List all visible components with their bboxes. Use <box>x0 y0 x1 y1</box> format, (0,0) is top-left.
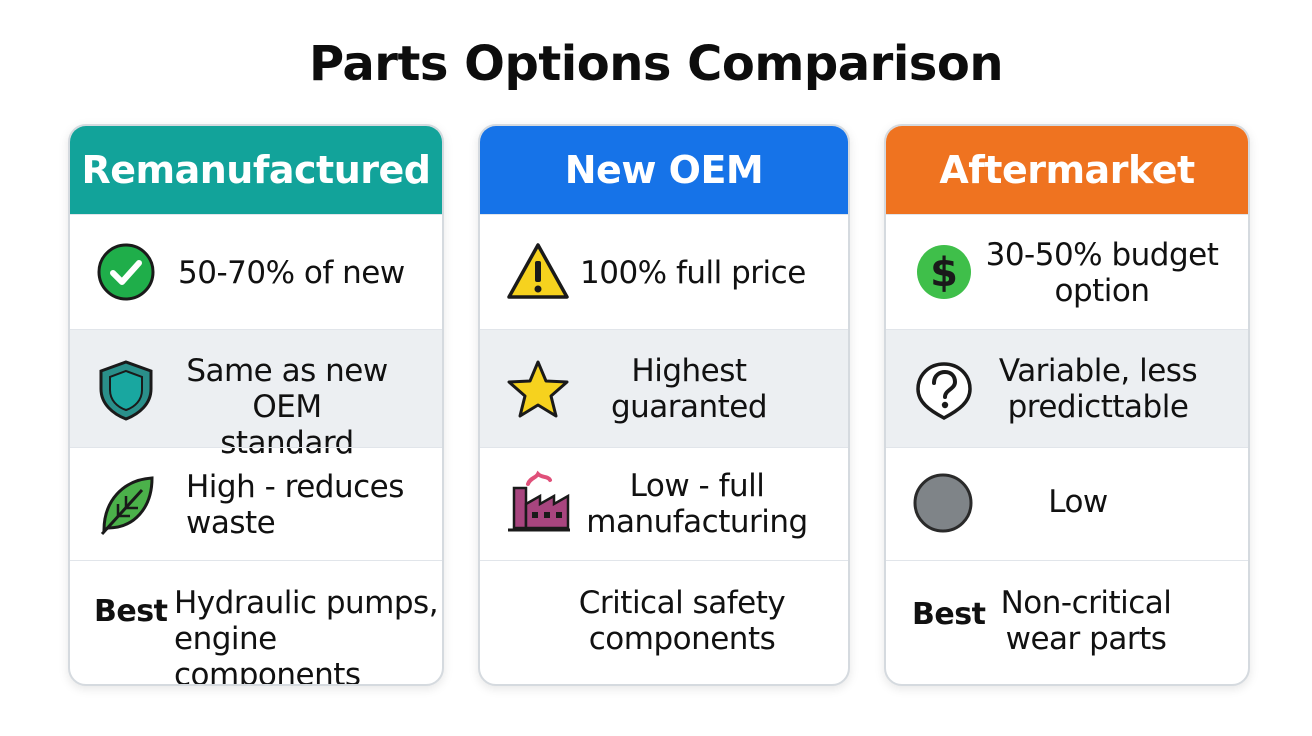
quality-text-line-2: guaranted <box>610 389 768 425</box>
best-use-text-line-1: Hydraulic pumps, <box>174 585 439 621</box>
best-use-text-line-2: engine components <box>174 621 361 686</box>
row-best-use: Best Hydraulic pumps, engine components <box>70 560 442 686</box>
row-quality: Highest guaranted <box>480 329 848 448</box>
quality-text-line-1: Highest <box>631 353 747 389</box>
card-header-new-oem: New OEM <box>480 126 848 214</box>
leaf-icon <box>96 472 158 536</box>
card-new-oem: New OEM 100% full price Highest guarante… <box>478 124 850 686</box>
card-header-aftermarket: Aftermarket <box>886 126 1248 214</box>
factory-icon <box>506 470 572 536</box>
question-icon <box>914 360 974 422</box>
row-quality: Variable, less predicttable <box>886 329 1248 448</box>
row-best-use: Critical safety components <box>480 560 848 684</box>
row-cost: 50-70% of new <box>70 214 442 330</box>
star-icon <box>506 359 570 419</box>
card-aftermarket: Aftermarket $ 30-50% budget option Varia… <box>884 124 1250 686</box>
best-label: Best <box>912 597 986 632</box>
row-best-use: Best Non-critical wear parts <box>886 560 1248 684</box>
cost-text: 50-70% of new <box>178 255 405 291</box>
shield-icon <box>96 359 156 421</box>
best-use-text-line-2: wear parts <box>1005 621 1167 657</box>
quality-text-line-1: Variable, less <box>998 353 1198 389</box>
check-circle-icon <box>96 242 156 302</box>
cost-text: 100% full price <box>580 255 806 291</box>
page-title: Parts Options Comparison <box>309 36 1003 92</box>
best-use-text-line-2: components <box>588 621 776 657</box>
cost-text-line-1: 30-50% budget <box>985 237 1219 273</box>
gray-circle-icon <box>912 472 974 534</box>
cost-text-line-2: option <box>1054 273 1150 309</box>
row-cost: 100% full price <box>480 214 848 330</box>
warning-icon <box>506 241 570 301</box>
svg-text:$: $ <box>930 250 958 296</box>
environment-text-line-1: Low - full <box>629 468 765 504</box>
row-environment: Low - full manufacturing <box>480 447 848 561</box>
dollar-icon: $ <box>914 242 974 302</box>
best-use-text-line-1: Non-critical <box>1000 585 1172 621</box>
environment-text-line-1: High - reduces <box>186 469 404 505</box>
row-environment: High - reduces waste <box>70 447 442 561</box>
environment-text-line-2: waste <box>186 505 276 541</box>
quality-text-line-2: OEM standard <box>220 389 354 461</box>
card-header-remanufactured: Remanufactured <box>70 126 442 214</box>
quality-text-line-1: Same as new <box>186 353 388 389</box>
environment-text: Low <box>1048 484 1108 520</box>
row-quality: Same as new OEM standard <box>70 329 442 461</box>
row-environment: Low <box>886 447 1248 561</box>
quality-text-line-2: predicttable <box>1007 389 1189 425</box>
environment-text-line-2: manufacturing <box>586 504 808 540</box>
card-remanufactured: Remanufactured 50-70% of new Same as new… <box>68 124 444 686</box>
best-use-text-line-1: Critical safety <box>578 585 786 621</box>
best-label: Best <box>94 594 168 629</box>
row-cost: $ 30-50% budget option <box>886 214 1248 330</box>
